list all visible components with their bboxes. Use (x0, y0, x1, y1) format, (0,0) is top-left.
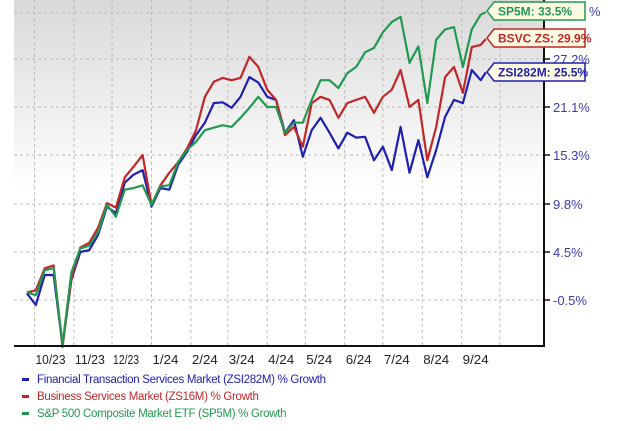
x-tick-label: 1/24 (152, 353, 178, 367)
y-tick-label: 4.5% (553, 245, 583, 260)
y-tick-label: 21.1% (553, 100, 590, 115)
end-label-box (486, 62, 586, 82)
x-tick-label: 4/24 (268, 353, 294, 367)
end-label-box (486, 28, 586, 48)
legend-label: Business Services Market (ZS16M) % Growt… (37, 391, 259, 403)
series-line-2 (26, 11, 487, 347)
x-tick-label: 2/24 (192, 353, 218, 367)
end-label-text: ZSI282M: 25.5% (498, 66, 588, 80)
x-tick-label: 10/23 (36, 353, 66, 367)
end-label-text: SP5M: 33.5% (498, 5, 572, 19)
legend-swatch (22, 412, 29, 416)
x-tick-label: 6/24 (346, 353, 372, 367)
legend-label: S&P 500 Composite Market ETF (SP5M) % Gr… (37, 408, 287, 420)
x-tick-label: 7/24 (384, 353, 410, 367)
y-tick-label-partial: % (589, 4, 601, 19)
legend-item-zs16m: Business Services Market (ZS16M) % Growt… (22, 389, 326, 406)
x-tick-label: 9/24 (463, 353, 489, 367)
end-label-text: BSVC ZS: 29.9% (498, 32, 592, 46)
legend-item-sp5m: S&P 500 Composite Market ETF (SP5M) % Gr… (22, 406, 326, 423)
x-tick-label: 12/23 (113, 353, 139, 367)
legend-swatch (22, 395, 29, 399)
x-tick-label: 11/23 (75, 353, 105, 367)
x-tick-label: 5/24 (306, 353, 332, 367)
legend: Financial Transaction Services Market (Z… (22, 372, 326, 423)
legend-swatch (22, 378, 29, 382)
y-tick-label: -0.5% (553, 293, 587, 308)
y-tick-label: 9.8% (553, 197, 583, 212)
x-tick-label: 8/24 (423, 353, 449, 367)
end-label-box (486, 1, 586, 21)
legend-item-zsi282m: Financial Transaction Services Market (Z… (22, 372, 326, 389)
plot-background (14, 0, 544, 346)
x-tick-label: 3/24 (229, 353, 255, 367)
y-tick-label: 15.3% (553, 148, 590, 163)
legend-label: Financial Transaction Services Market (Z… (37, 374, 326, 386)
